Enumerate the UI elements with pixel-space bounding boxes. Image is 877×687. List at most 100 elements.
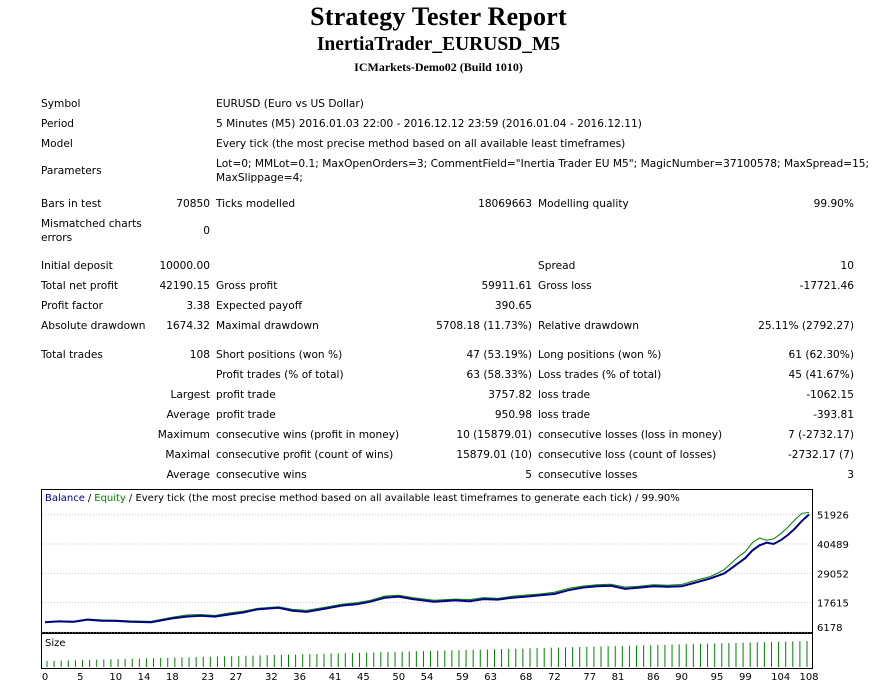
largest-loss-value: -1062.15 <box>806 389 854 401</box>
initial-deposit-value: 10000.00 <box>159 260 210 272</box>
x-tick-label: 41 <box>329 672 342 683</box>
y-axis-ticks: 51926 40489 29052 17615 6178 <box>817 511 849 633</box>
gross-loss-label: Gross loss <box>538 280 592 292</box>
x-tick-label: 0 <box>42 672 48 683</box>
equity-line <box>44 512 810 623</box>
x-axis: 0 5 10 14 18 23 27 32 36 41 45 50 54 59 63 68 72 77 81 86 90… <box>42 672 819 683</box>
maximal-label: Maximal <box>165 449 210 461</box>
x-tick-label: 5 <box>77 672 83 683</box>
average-consecutive-wins-label: consecutive wins <box>216 469 307 481</box>
modelling-quality-value: 99.90% <box>813 198 854 210</box>
largest-profit-value: 3757.82 <box>488 389 532 401</box>
y-tick-label: 51926 <box>817 511 849 522</box>
size-bars <box>46 641 808 667</box>
x-tick-label: 36 <box>293 672 306 683</box>
mismatch-label-2: errors <box>41 232 73 244</box>
parameters-line-1: Lot=0; MMLot=0.1; MaxOpenOrders=3; Comme… <box>216 158 870 170</box>
y-tick-label: 6178 <box>817 623 842 633</box>
ticks-label: Ticks modelled <box>216 198 296 210</box>
mismatch-label-1: Mismatched charts <box>41 218 142 230</box>
net-profit-value: 42190.15 <box>159 280 210 292</box>
size-chart: Size <box>41 633 813 669</box>
size-frame <box>41 633 813 669</box>
bars-label: Bars in test <box>41 198 102 210</box>
chart-legend: Balance / Equity / Every tick (the most pre… <box>45 493 680 504</box>
maximal-consecutive-loss-label: consecutive loss (count of losses) <box>538 449 717 461</box>
profit-factor-value: 3.38 <box>186 300 210 312</box>
x-tick-label: 32 <box>265 672 278 683</box>
average-consecutive-wins-value: 5 <box>525 469 532 481</box>
x-tick-label: 68 <box>520 672 533 683</box>
x-tick-label: 10 <box>109 672 122 683</box>
parameters-line-2: MaxSlippage=4; <box>216 172 303 184</box>
maximum-label: Maximum <box>157 429 210 441</box>
y-tick-label: 17615 <box>817 599 849 610</box>
x-tick-label: 86 <box>647 672 660 683</box>
chart-grid <box>42 514 812 633</box>
x-tick-label: 63 <box>484 672 497 683</box>
total-trades-value: 108 <box>189 349 210 361</box>
legend-separator: / <box>88 493 92 504</box>
average-consecutive-losses-value: 3 <box>847 469 854 481</box>
x-tick-label: 81 <box>612 672 625 683</box>
spread-label: Spread <box>538 260 576 272</box>
x-tick-label: 108 <box>799 672 818 683</box>
average-profit-value: 950.98 <box>494 409 532 421</box>
symbol-value: EURUSD (Euro vs US Dollar) <box>216 98 364 110</box>
mismatch-value: 0 <box>203 225 210 237</box>
x-tick-label: 45 <box>357 672 370 683</box>
x-tick-label: 59 <box>456 672 469 683</box>
x-tick-label: 54 <box>421 672 434 683</box>
expert-name: InertiaTrader_EURUSD_M5 <box>316 34 561 55</box>
loss-trades-value: 45 (41.67%) <box>788 369 854 381</box>
gross-profit-label: Gross profit <box>216 280 278 292</box>
maximal-consecutive-loss-value: -2732.17 (7) <box>787 449 854 461</box>
x-tick-label: 18 <box>166 672 179 683</box>
profit-trades-value: 63 (58.33%) <box>466 369 532 381</box>
net-profit-label: Total net profit <box>41 280 119 292</box>
x-tick-label: 77 <box>583 672 596 683</box>
expected-payoff-value: 390.65 <box>494 300 532 312</box>
relative-drawdown-label: Relative drawdown <box>538 320 639 332</box>
x-axis-ticks: 0 5 10 14 18 23 27 32 36 41 45 50 54 59 63 68 72 77 81 86 90… <box>42 672 819 683</box>
legend-description: / Every tick (the most precise method ba… <box>129 493 680 504</box>
profit-factor-label: Profit factor <box>41 300 104 312</box>
modelling-quality-label: Modelling quality <box>538 198 629 210</box>
short-positions-label: Short positions (won %) <box>216 349 343 361</box>
size-label: Size <box>45 638 66 649</box>
x-tick-label: 95 <box>711 672 724 683</box>
maximal-consecutive-profit-value: 15879.01 (10) <box>456 449 532 461</box>
max-consecutive-wins-value: 10 (15879.01) <box>456 429 532 441</box>
bars-value: 70850 <box>176 198 210 210</box>
period-value: 5 Minutes (M5) 2016.01.03 22:00 - 2016.1… <box>216 118 642 130</box>
loss-trades-label: Loss trades (% of total) <box>538 369 662 381</box>
maximal-drawdown-label: Maximal drawdown <box>216 320 319 332</box>
balance-equity-chart: 51926 40489 29052 17615 6178 Balance / Equity /… <box>41 489 849 633</box>
relative-drawdown-value: 25.11% (2792.27) <box>758 320 854 332</box>
x-tick-label: 14 <box>138 672 151 683</box>
x-tick-label: 27 <box>230 672 243 683</box>
profit-trades-label: Profit trades (% of total) <box>216 369 344 381</box>
legend-balance: Balance <box>45 493 85 504</box>
absolute-drawdown-value: 1674.32 <box>166 320 210 332</box>
x-tick-label: 72 <box>548 672 561 683</box>
x-tick-label: 90 <box>675 672 688 683</box>
max-consecutive-wins-label: consecutive wins (profit in money) <box>216 429 400 441</box>
largest-profit-label: profit trade <box>216 389 276 401</box>
server-build: ICMarkets-Demo02 (Build 1010) <box>354 60 523 74</box>
short-positions-value: 47 (53.19%) <box>466 349 532 361</box>
x-tick-label: 104 <box>771 672 790 683</box>
x-tick-label: 50 <box>392 672 405 683</box>
average-profit-label: profit trade <box>216 409 276 421</box>
x-tick-label: 23 <box>201 672 214 683</box>
largest-label: Largest <box>170 389 210 401</box>
gross-loss-value: -17721.46 <box>799 280 854 292</box>
max-consecutive-losses-value: 7 (-2732.17) <box>787 429 854 441</box>
report-title: Strategy Tester Report <box>310 2 567 31</box>
expected-payoff-label: Expected payoff <box>216 300 303 312</box>
largest-loss-label: loss trade <box>538 389 591 401</box>
average-consecutive-losses-label: consecutive losses <box>538 469 638 481</box>
legend-equity: Equity <box>94 493 126 504</box>
chart-frame <box>41 489 813 633</box>
period-label: Period <box>41 118 75 130</box>
